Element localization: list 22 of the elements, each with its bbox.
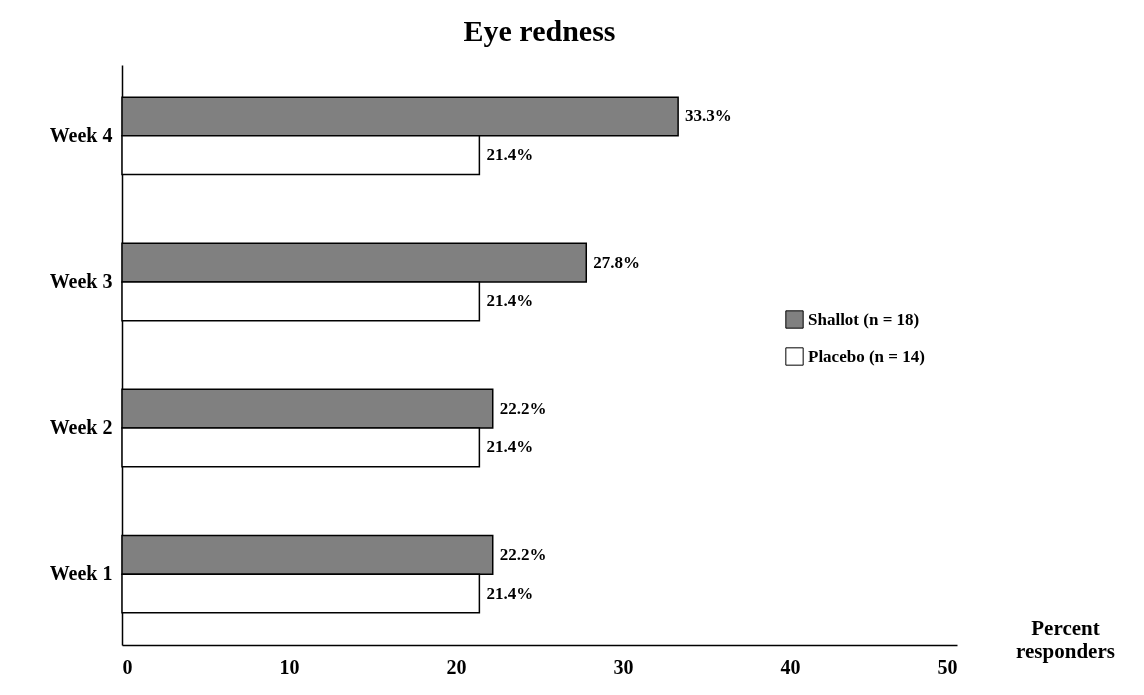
x-tick-label: 30 [613, 655, 634, 678]
data-label: 21.4% [486, 583, 534, 603]
data-label: 22.2% [499, 544, 547, 564]
data-label: 33.3% [685, 106, 732, 126]
chart-title: Eye redness [463, 14, 616, 47]
x-tick-label: 0 [122, 655, 133, 678]
y-tick-label: Week 2 [49, 416, 113, 439]
legend-label: Shallot (n = 18) [808, 309, 920, 329]
data-label: 22.2% [499, 398, 547, 418]
x-tick-label: 50 [937, 655, 958, 678]
x-tick-label: 40 [780, 655, 801, 678]
data-label: 21.4% [486, 291, 534, 311]
y-tick-label: Week 4 [49, 123, 113, 146]
x-axis-title: Percent responders [1016, 615, 1115, 663]
y-tick-label: Week 3 [49, 269, 113, 292]
data-label: 21.4% [486, 437, 534, 457]
data-label: 21.4% [486, 145, 534, 165]
x-tick-label: 20 [446, 655, 467, 678]
legend-label: Placebo (n = 14) [808, 346, 925, 366]
y-tick-label: Week 1 [49, 562, 113, 585]
data-label: 27.8% [593, 252, 641, 272]
x-tick-label: 10 [279, 655, 300, 678]
